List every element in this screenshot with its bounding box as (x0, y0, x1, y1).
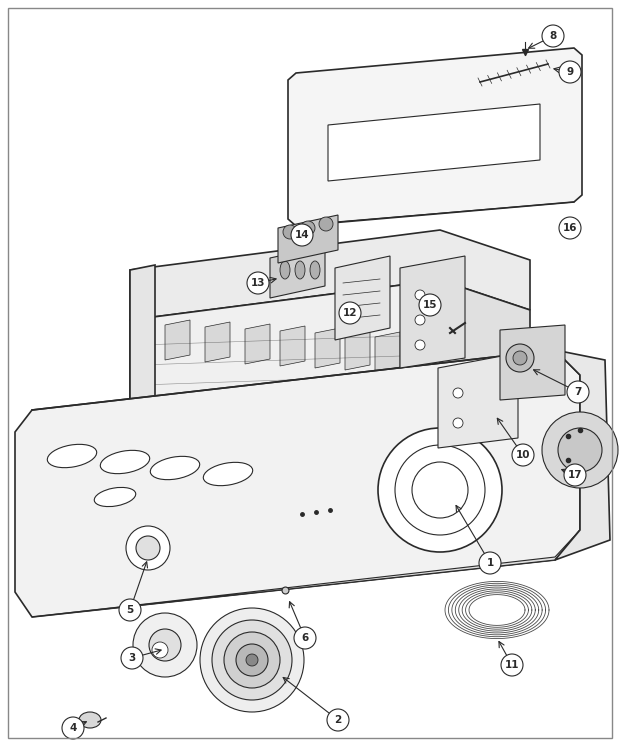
Text: 2: 2 (334, 715, 342, 725)
Circle shape (246, 654, 258, 666)
Text: 6: 6 (301, 633, 309, 643)
Ellipse shape (100, 451, 149, 474)
Text: 16: 16 (563, 223, 577, 233)
Circle shape (121, 647, 143, 669)
Polygon shape (500, 325, 565, 400)
Text: 13: 13 (250, 278, 265, 288)
Polygon shape (32, 530, 580, 617)
Polygon shape (130, 265, 155, 435)
Text: 14: 14 (294, 230, 309, 240)
Circle shape (512, 444, 534, 466)
Polygon shape (438, 353, 518, 448)
Circle shape (224, 632, 280, 688)
Text: 1: 1 (486, 558, 494, 568)
Ellipse shape (79, 712, 101, 728)
Circle shape (133, 613, 197, 677)
Circle shape (513, 351, 527, 365)
Circle shape (419, 294, 441, 316)
Text: 9: 9 (567, 67, 574, 77)
Circle shape (415, 340, 425, 350)
Polygon shape (130, 230, 530, 320)
Circle shape (212, 620, 292, 700)
Circle shape (119, 599, 141, 621)
Text: 15: 15 (423, 300, 437, 310)
Circle shape (378, 428, 502, 552)
Circle shape (415, 290, 425, 300)
Circle shape (542, 25, 564, 47)
Ellipse shape (47, 445, 97, 468)
Text: 3: 3 (128, 653, 136, 663)
Circle shape (62, 717, 84, 739)
Text: 8: 8 (549, 31, 557, 41)
Circle shape (152, 642, 168, 658)
Circle shape (126, 526, 170, 570)
Circle shape (415, 315, 425, 325)
Text: 12: 12 (343, 308, 357, 318)
Polygon shape (205, 322, 230, 362)
Polygon shape (440, 280, 530, 420)
Circle shape (319, 217, 333, 231)
Polygon shape (288, 48, 582, 226)
Polygon shape (278, 215, 338, 263)
Ellipse shape (310, 261, 320, 279)
Polygon shape (245, 324, 270, 364)
Polygon shape (400, 256, 465, 368)
Ellipse shape (203, 463, 253, 486)
Circle shape (453, 418, 463, 428)
Circle shape (294, 627, 316, 649)
Ellipse shape (280, 261, 290, 279)
Circle shape (236, 644, 268, 676)
Text: 5: 5 (126, 605, 134, 615)
Polygon shape (165, 320, 190, 360)
Polygon shape (130, 280, 440, 430)
Circle shape (283, 225, 297, 239)
Text: 7: 7 (574, 387, 582, 397)
Circle shape (149, 629, 181, 661)
Polygon shape (345, 330, 370, 370)
Text: eReplacementParts.com: eReplacementParts.com (238, 393, 382, 407)
Circle shape (542, 412, 618, 488)
Polygon shape (280, 326, 305, 366)
Circle shape (291, 224, 313, 246)
Circle shape (301, 221, 315, 235)
Circle shape (136, 536, 160, 560)
Polygon shape (328, 104, 540, 181)
Polygon shape (555, 350, 610, 560)
Ellipse shape (94, 487, 136, 507)
Circle shape (558, 428, 602, 472)
Circle shape (327, 709, 349, 731)
Circle shape (200, 608, 304, 712)
Circle shape (479, 552, 501, 574)
Circle shape (501, 654, 523, 676)
Circle shape (339, 302, 361, 324)
Polygon shape (375, 332, 400, 372)
Text: 17: 17 (568, 470, 582, 480)
Ellipse shape (295, 261, 305, 279)
Text: 10: 10 (516, 450, 530, 460)
Text: 4: 4 (69, 723, 77, 733)
Polygon shape (270, 246, 325, 298)
Circle shape (453, 388, 463, 398)
Circle shape (559, 61, 581, 83)
Text: 11: 11 (505, 660, 520, 670)
Polygon shape (15, 350, 580, 617)
Circle shape (247, 272, 269, 294)
Polygon shape (335, 256, 390, 340)
Ellipse shape (150, 457, 200, 480)
Circle shape (506, 344, 534, 372)
Polygon shape (315, 328, 340, 368)
Circle shape (564, 464, 586, 486)
Circle shape (559, 217, 581, 239)
Circle shape (567, 381, 589, 403)
